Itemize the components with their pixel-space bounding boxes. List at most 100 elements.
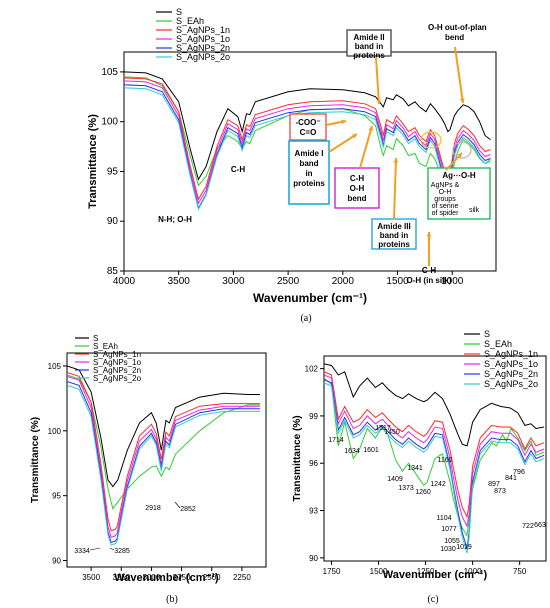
peak-label-1104: 1104 (436, 515, 451, 522)
peak-label-1373: 1373 (398, 485, 414, 492)
y-tick-label: 105 (101, 67, 118, 78)
x-tick-label: 2000 (332, 276, 355, 287)
highlight-circle-ag (452, 141, 472, 159)
peak-label-663: 663 (534, 522, 546, 529)
x-tick-label: 750 (513, 567, 527, 576)
annotation-ch: C-H (231, 165, 245, 174)
peak-label-1030: 1030 (440, 546, 456, 553)
legend-entry: S_AgNPs_2n (484, 369, 538, 379)
legend-entry: S_AgNPs_1n (176, 25, 230, 35)
peak-label-1601: 1601 (363, 447, 379, 454)
annotation-amide-i-line: band (299, 159, 318, 168)
y-tick-label: 90 (52, 557, 61, 566)
legend: SS_EAhS_AgNPs_1nS_AgNPs_1oS_AgNPs_2nS_Ag… (156, 7, 230, 62)
x-tick-label: 2250 (233, 573, 251, 582)
legend-entry: S_EAh (176, 16, 204, 26)
annotation-ch-oh-bend-line: O-H (350, 184, 365, 193)
series-line-s-agnps-1n (124, 77, 491, 201)
annotation-ch-oh-bend-box (334, 167, 380, 209)
series-line-s-agnps-1n (324, 371, 545, 519)
annotation-ag-oh-line: of spider (432, 210, 460, 217)
legend-entry: S_AgNPs_2n (176, 43, 230, 53)
annotation-amide-iii-box (371, 218, 417, 250)
annotation-amide-iii-line: band in (380, 231, 409, 240)
peak-label-1450: 1450 (384, 429, 400, 436)
arrow-amide-ii-head (376, 99, 382, 104)
panel-label: (b) (166, 594, 178, 605)
peak-label-1242: 1242 (430, 481, 446, 488)
peak-label-873: 873 (494, 488, 506, 495)
x-tick-label: 2500 (277, 276, 300, 287)
y-tick-label: 100 (101, 117, 118, 128)
series-line-s (67, 365, 260, 488)
legend-entry: S_AgNPs_1n (484, 349, 538, 359)
legend-entry: S_AgNPs_2o (176, 52, 230, 62)
annotation-oh-oop-2: bend (445, 33, 464, 42)
annotation-ag-oh-line: groups (434, 196, 456, 203)
legend-entry: S_AgNPs_1o (176, 34, 230, 44)
legend-entry: S_AgNPs_2o (484, 379, 538, 389)
legend-entry: S (176, 7, 182, 17)
peak-label-1077: 1077 (441, 526, 457, 533)
x-tick-label: 3000 (222, 276, 245, 287)
annotation-amide-ii-box (346, 29, 392, 57)
x-tick-label: 1500 (370, 567, 388, 576)
panel-c: 1750 1500 1250 1000 750 90 93 96 99 102 Wavenumber… (292, 329, 547, 605)
series-line-s-agnps-2o (324, 382, 545, 554)
annotation-ch-oh-bend-line: C-H (350, 174, 364, 183)
legend-entry: S (93, 334, 98, 343)
panel-b: 3500 3250 3000 2750 2500 2250 90 95 100 105 Wavenu… (30, 334, 267, 605)
annotation-ag-oh-line: O-H (439, 189, 452, 196)
y-tick-label: 90 (107, 216, 119, 227)
annotation-ag-oh-line: Ag⋯O-H (442, 171, 476, 180)
annotation-amide-iii-line: proteins (378, 240, 410, 249)
x-tick-label: 3000 (143, 573, 161, 582)
arrow-amide-iii (393, 157, 397, 220)
annotation-amide-ii-line: band in (355, 42, 384, 51)
legend-entry: S_AgNPs_2o (93, 374, 142, 383)
x-tick-label: 2500 (203, 573, 221, 582)
annotation-oh-oop-1: O-H out-of-plan (428, 23, 487, 32)
highlight-circle-ch (420, 131, 442, 149)
peak-label-2918: 2918 (145, 505, 161, 512)
peak-label-1160: 1160 (437, 457, 452, 464)
arrow-ag-oh-head (457, 153, 462, 158)
annotation-ch-silk-2: O-H (in silk) (407, 276, 452, 285)
peak-label-897: 897 (488, 481, 500, 488)
y-axis-title: Transmittance (%) (292, 415, 303, 501)
x-tick-label: 1250 (417, 567, 435, 576)
y-axis-title: Transmittance (%) (87, 114, 99, 209)
x-tick-label: 1500 (386, 276, 409, 287)
x-tick-label: 4000 (113, 276, 136, 287)
legend-entry: S_AgNPs_2n (93, 366, 141, 375)
peak-label-1634: 1634 (344, 448, 360, 455)
y-tick-label: 95 (107, 166, 119, 177)
legend: SS_EAhS_AgNPs_1nS_AgNPs_1oS_AgNPs_2nS_Ag… (75, 334, 142, 383)
series-line-s-eah (67, 374, 260, 510)
series-line-s-agnps-1o (67, 375, 260, 538)
annotation-coo-line1: -COO⁻ (295, 118, 320, 127)
legend-entry: S_EAh (484, 339, 512, 349)
legend: SS_EAhS_AgNPs_1nS_AgNPs_1oS_AgNPs_2nS_Ag… (464, 329, 538, 389)
panel-label: (c) (427, 594, 438, 605)
y-tick-label: 93 (309, 507, 318, 516)
arrow-amide-i-head (352, 134, 357, 139)
x-tick-label: 1000 (464, 567, 482, 576)
annotation-coo-line2: C=O (300, 128, 317, 137)
y-tick-label: 102 (305, 365, 319, 374)
arrow-coo-head (341, 119, 346, 125)
peak-label-3285-pointer (109, 547, 115, 551)
plot-frame (123, 51, 497, 272)
x-axis-title: Wavenumber (cm⁻¹) (114, 572, 219, 584)
panel-label: (a) (300, 313, 311, 324)
legend-entry: S_EAh (93, 342, 118, 351)
series-line-s-agnps-2n (124, 84, 491, 210)
annotation-amide-i-line: Amide I (295, 149, 324, 158)
annotation-ch-silk-1: C-H (422, 266, 436, 275)
plot-frame (66, 352, 267, 568)
annotation-ag-oh-box (427, 167, 491, 220)
peak-label-1341: 1341 (407, 465, 423, 472)
annotation-amide-i-line: proteins (293, 179, 325, 188)
peak-label-722: 722 (522, 523, 534, 530)
